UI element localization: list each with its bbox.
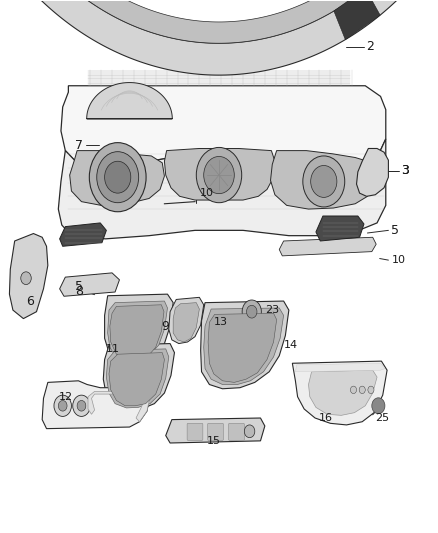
Polygon shape <box>308 370 377 415</box>
Circle shape <box>242 300 261 324</box>
Polygon shape <box>295 364 385 372</box>
Circle shape <box>77 400 86 411</box>
Polygon shape <box>292 361 387 425</box>
Text: 9: 9 <box>161 320 169 333</box>
Text: 16: 16 <box>318 413 332 423</box>
Circle shape <box>372 398 385 414</box>
Text: 13: 13 <box>214 317 228 327</box>
Circle shape <box>204 157 234 193</box>
Circle shape <box>89 143 146 212</box>
Polygon shape <box>0 0 438 43</box>
Polygon shape <box>108 301 167 361</box>
Polygon shape <box>106 349 169 408</box>
Polygon shape <box>316 216 364 241</box>
Polygon shape <box>110 305 164 360</box>
FancyBboxPatch shape <box>187 423 203 440</box>
Polygon shape <box>357 149 389 196</box>
Polygon shape <box>61 86 386 166</box>
Circle shape <box>368 386 374 393</box>
Text: 5: 5 <box>392 224 399 237</box>
Text: 5: 5 <box>75 280 83 293</box>
Text: 14: 14 <box>284 340 298 350</box>
Polygon shape <box>271 151 374 209</box>
Polygon shape <box>334 0 380 39</box>
Polygon shape <box>279 237 376 256</box>
Polygon shape <box>60 223 106 246</box>
Polygon shape <box>87 83 172 119</box>
Polygon shape <box>103 344 174 410</box>
Text: 3: 3 <box>402 164 410 177</box>
Circle shape <box>244 425 255 438</box>
Text: 8: 8 <box>75 285 83 298</box>
Polygon shape <box>70 151 164 205</box>
Polygon shape <box>173 303 199 342</box>
Circle shape <box>21 272 31 285</box>
Polygon shape <box>105 294 173 364</box>
FancyBboxPatch shape <box>208 423 223 440</box>
Polygon shape <box>201 301 289 389</box>
Text: 23: 23 <box>265 305 279 315</box>
Circle shape <box>105 161 131 193</box>
Circle shape <box>303 156 345 207</box>
FancyBboxPatch shape <box>229 423 244 440</box>
Polygon shape <box>0 0 438 75</box>
Circle shape <box>247 305 257 318</box>
Text: 12: 12 <box>59 392 73 402</box>
Text: 2: 2 <box>367 41 374 53</box>
Text: 7: 7 <box>75 139 83 152</box>
Circle shape <box>359 386 365 393</box>
Polygon shape <box>42 381 150 429</box>
Text: 3: 3 <box>402 164 410 177</box>
Circle shape <box>58 400 67 411</box>
Text: 6: 6 <box>26 295 34 308</box>
Polygon shape <box>166 418 265 443</box>
Polygon shape <box>164 149 275 200</box>
Circle shape <box>97 152 139 203</box>
Polygon shape <box>88 391 150 422</box>
Polygon shape <box>60 273 120 296</box>
Circle shape <box>311 165 337 197</box>
Text: 10: 10 <box>392 255 406 265</box>
Polygon shape <box>208 313 277 382</box>
Text: 15: 15 <box>207 435 221 446</box>
Polygon shape <box>169 297 204 344</box>
Polygon shape <box>109 353 164 406</box>
Circle shape <box>350 386 357 393</box>
Polygon shape <box>204 308 284 384</box>
Circle shape <box>73 395 90 416</box>
Text: 10: 10 <box>199 188 213 198</box>
Text: 25: 25 <box>375 413 389 423</box>
Text: 11: 11 <box>106 344 120 354</box>
Circle shape <box>196 148 242 203</box>
Polygon shape <box>10 233 48 319</box>
Circle shape <box>54 395 71 416</box>
Polygon shape <box>58 139 386 239</box>
